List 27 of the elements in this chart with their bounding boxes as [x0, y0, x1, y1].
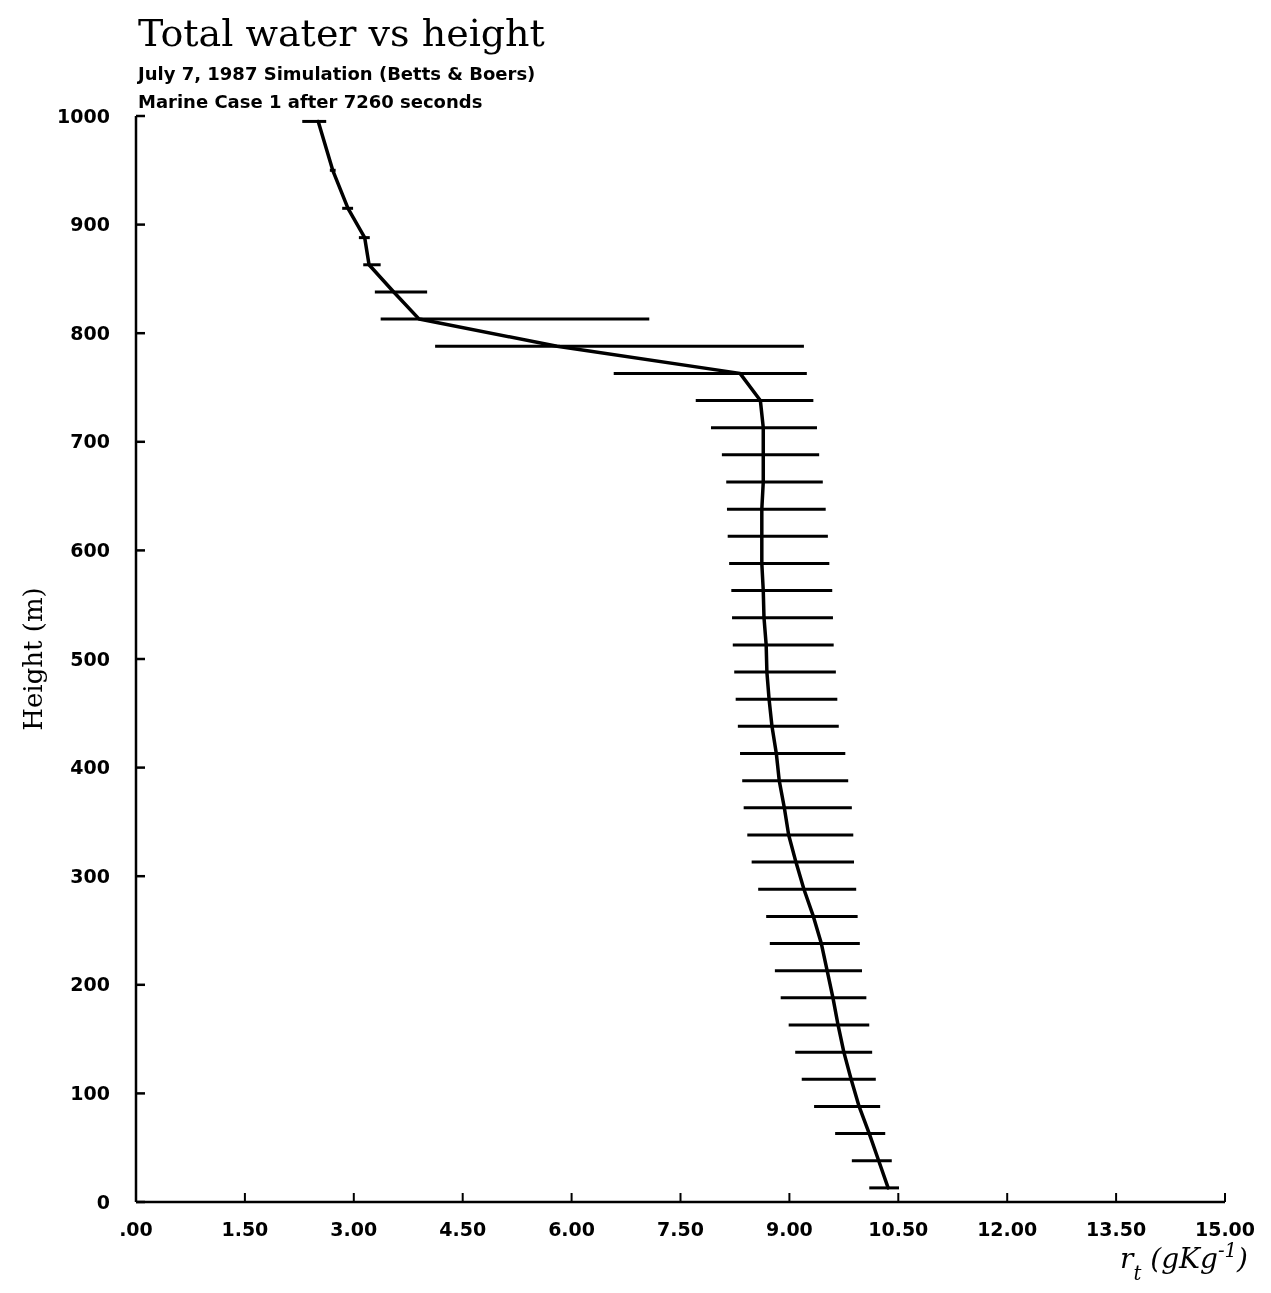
chart-subtitle: July 7, 1987 Simulation (Betts & Boers): [136, 63, 536, 84]
x-axis-title: r$_{t}$ (gKg$^{-1}$): [1120, 1238, 1248, 1285]
y-tick-label: 300: [70, 864, 110, 887]
x-tick-label: 10.50: [868, 1218, 929, 1240]
chart-title: Total water vs height: [138, 11, 545, 55]
x-tick-label: .00: [119, 1218, 153, 1240]
y-tick-label: 900: [70, 213, 110, 236]
y-tick-label: 600: [70, 539, 110, 562]
x-tick-label: 3.00: [330, 1218, 378, 1240]
x-tick-label: 4.50: [439, 1218, 487, 1240]
x-tick-label: 13.50: [1086, 1218, 1147, 1240]
y-axis-title: Height (m): [18, 587, 48, 731]
y-tick-label: 500: [70, 647, 110, 670]
x-tick-label: 6.00: [548, 1218, 596, 1240]
x-tick-label: 1.50: [221, 1218, 269, 1240]
y-tick-label: 700: [70, 430, 110, 453]
y-tick-label: 200: [70, 973, 110, 996]
text: Marine Case 1 after 7260 seconds: [138, 91, 483, 112]
y-tick-label: 400: [70, 756, 110, 779]
y-tick-label: 0: [96, 1190, 110, 1213]
y-tick-label: 100: [70, 1082, 110, 1105]
x-tick-label: 12.00: [977, 1218, 1038, 1240]
x-tick-label: 9.00: [765, 1218, 813, 1240]
x-tick-label: 7.50: [657, 1218, 704, 1240]
x-tick-label: 15.00: [1194, 1218, 1256, 1240]
y-tick-label: 800: [70, 321, 110, 344]
y-tick-label: 1000: [57, 104, 110, 127]
